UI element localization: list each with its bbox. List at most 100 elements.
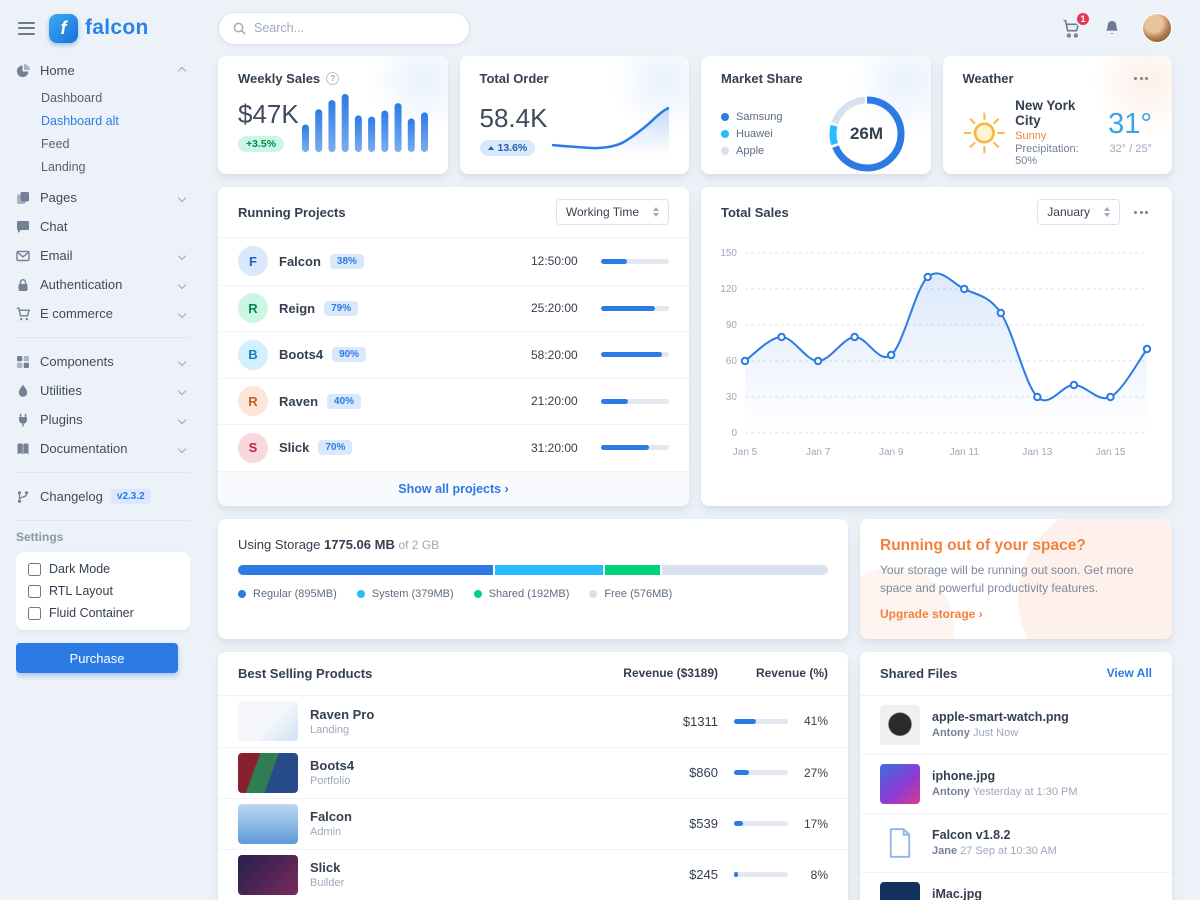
sidebar-item-label: Chat xyxy=(40,219,68,234)
product-percent-bar xyxy=(734,718,788,724)
shopping-cart-icon xyxy=(16,307,40,321)
sidebar-item-chat[interactable]: Chat xyxy=(16,212,190,241)
project-name: Raven xyxy=(279,393,319,409)
product-percent: 27% xyxy=(803,765,828,780)
sidebar-item-email[interactable]: Email xyxy=(16,241,190,270)
sidebar-item-label: Home xyxy=(40,63,75,78)
product-percent-fill xyxy=(734,821,744,826)
menu-toggle-button[interactable] xyxy=(16,16,37,40)
market-share-chart xyxy=(829,96,904,172)
running-projects-card: Running Projects Working Time F Falcon 3… xyxy=(218,187,689,506)
legend-label: Huawei xyxy=(736,128,773,140)
chevron-down-icon xyxy=(177,357,187,366)
product-revenue: $1311 xyxy=(682,713,718,729)
project-name: Falcon xyxy=(279,253,321,269)
sidebar-item-home[interactable]: Home xyxy=(16,56,190,85)
legend-item: Huawei xyxy=(721,128,782,140)
sidebar-item-landing[interactable]: Landing xyxy=(41,159,86,174)
info-icon[interactable] xyxy=(326,72,340,85)
project-progress-badge: 70% xyxy=(318,440,353,456)
project-progress-fill xyxy=(601,398,629,404)
topbar-actions: 1 xyxy=(1061,10,1172,43)
search-input[interactable] xyxy=(254,21,455,35)
legend-item: Samsung xyxy=(721,111,782,123)
percent-column-header: Revenue (%) xyxy=(755,666,828,680)
product-row[interactable]: Boots4 Portfolio $860 27% xyxy=(218,746,848,798)
user-avatar[interactable] xyxy=(1142,13,1172,43)
sidebar-item-pages[interactable]: Pages xyxy=(16,183,190,212)
sidebar-item-dashboard[interactable]: Dashboard xyxy=(41,90,103,105)
weekly-sales-value: $47K xyxy=(238,99,299,130)
sidebar-item-ecommerce[interactable]: E commerce xyxy=(16,299,190,328)
product-row[interactable]: Falcon Admin $539 17% xyxy=(218,797,848,849)
sidebar-item-feed[interactable]: Feed xyxy=(41,136,70,151)
project-row[interactable]: F Falcon 38% 12:50:00 xyxy=(218,238,689,285)
working-time-label: Working Time xyxy=(565,205,639,219)
nav-divider xyxy=(16,520,190,521)
chart-pie-icon xyxy=(16,63,40,78)
svg-text:90: 90 xyxy=(726,320,738,331)
project-row[interactable]: S Slick 70% 31:20:00 xyxy=(218,424,689,471)
svg-text:Jan 7: Jan 7 xyxy=(806,447,831,458)
middle-row: Running Projects Working Time F Falcon 3… xyxy=(218,187,1172,506)
fluid-container-checkbox[interactable] xyxy=(28,606,41,620)
storage-title-prefix: Using Storage xyxy=(238,536,321,552)
sidebar-item-plugins[interactable]: Plugins xyxy=(16,405,190,434)
file-row[interactable]: iphone.jpg Antony Yesterday at 1:30 PM xyxy=(860,753,1172,813)
file-row[interactable]: Falcon v1.8.2 Jane 27 Sep at 10:30 AM xyxy=(860,812,1172,872)
product-row[interactable]: Slick Builder $245 8% xyxy=(218,848,848,900)
fluid-container-option: Fluid Container xyxy=(28,606,178,620)
card-title: Running Projects xyxy=(238,204,346,220)
sidebar-item-utilities[interactable]: Utilities xyxy=(16,376,190,405)
purchase-button[interactable]: Purchase xyxy=(16,643,178,673)
rtl-layout-option: RTL Layout xyxy=(28,584,178,598)
falcon-logo[interactable]: f falcon xyxy=(49,13,149,43)
book-icon xyxy=(16,442,40,456)
working-time-select[interactable]: Working Time xyxy=(555,199,669,225)
shared-files-card: Shared Files View All apple-smart-watch.… xyxy=(860,651,1172,900)
file-row[interactable]: iMac.jpg Rowen 23 Sep at 6:10 PM xyxy=(860,871,1172,900)
upgrade-storage-link[interactable]: Upgrade storage › xyxy=(880,606,983,621)
product-percent-bar xyxy=(734,872,788,877)
sidebar-item-changelog[interactable]: Changelog v2.3.2 xyxy=(16,482,190,511)
rtl-layout-checkbox[interactable] xyxy=(28,584,41,598)
notifications-button[interactable] xyxy=(1102,18,1122,39)
sidebar-item-dashboard-alt[interactable]: Dashboard alt xyxy=(41,113,119,128)
project-name: Boots4 xyxy=(279,347,324,363)
view-all-link[interactable]: View All xyxy=(1106,666,1152,680)
svg-text:Jan 9: Jan 9 xyxy=(879,447,904,458)
month-label: January xyxy=(1047,205,1090,219)
project-progress-bar xyxy=(601,258,669,264)
settings-heading: Settings xyxy=(16,530,64,544)
sidebar-item-documentation[interactable]: Documentation xyxy=(16,434,190,463)
weather-city: New York City xyxy=(1015,98,1076,128)
project-row[interactable]: B Boots4 90% 58:20:00 xyxy=(218,331,689,378)
storage-usage-bar xyxy=(238,564,828,575)
sidebar-item-components[interactable]: Components xyxy=(16,347,190,376)
stats-row: Weekly Sales $47K +3.5% Total Order xyxy=(218,56,1172,174)
month-select[interactable]: January xyxy=(1037,199,1120,225)
project-row[interactable]: R Raven 40% 21:20:00 xyxy=(218,377,689,425)
chevron-down-icon xyxy=(177,386,187,395)
file-list: apple-smart-watch.png Antony Just Now ip… xyxy=(860,696,1172,900)
card-menu-button[interactable] xyxy=(1130,73,1152,84)
card-menu-button[interactable] xyxy=(1130,207,1152,218)
dark-mode-checkbox[interactable] xyxy=(28,562,41,576)
code-branch-icon xyxy=(16,490,40,504)
project-avatar: R xyxy=(238,293,268,324)
sidebar-item-authentication[interactable]: Authentication xyxy=(16,270,190,299)
product-thumbnail xyxy=(238,752,298,793)
market-share-card: Market Share Samsung Huawei Apple 26M xyxy=(701,56,931,174)
show-all-projects-link[interactable]: Show all projects › xyxy=(218,470,689,506)
total-order-chart xyxy=(552,106,669,156)
file-row[interactable]: apple-smart-watch.png Antony Just Now xyxy=(860,696,1172,754)
cart-button[interactable]: 1 xyxy=(1061,10,1091,39)
chevron-up-icon xyxy=(177,66,187,75)
project-time: 12:50:00 xyxy=(531,254,578,269)
topbar: 1 xyxy=(218,0,1172,56)
product-percent-fill xyxy=(734,718,757,724)
product-row[interactable]: Raven Pro Landing $1311 41% xyxy=(218,696,848,747)
project-progress-badge: 40% xyxy=(327,393,362,409)
project-row[interactable]: R Reign 79% 25:20:00 xyxy=(218,284,689,332)
